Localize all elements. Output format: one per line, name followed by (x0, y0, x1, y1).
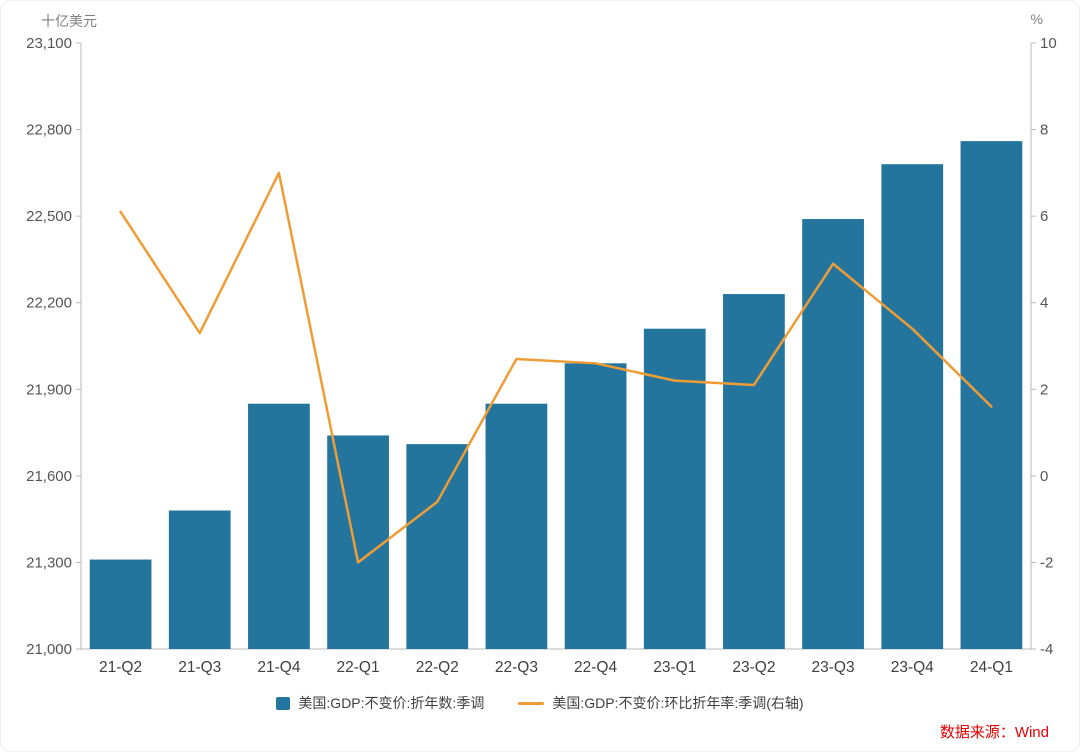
bar-22-Q4 (564, 363, 627, 649)
left-axis-tick-label: 21,300 (26, 554, 72, 571)
left-axis-tick-label: 21,000 (26, 641, 72, 658)
x-axis-label-22-Q2: 22-Q2 (416, 659, 459, 676)
bar-23-Q2 (723, 294, 785, 649)
right-axis-tick-label: 2 (1040, 381, 1048, 398)
bar-21-Q2 (89, 559, 152, 649)
chart-legend: 美国:GDP:不变价:折年数:季调 美国:GDP:不变价:环比折年率:季调(右轴… (1, 693, 1079, 713)
x-axis-label-23-Q2: 23-Q2 (732, 659, 775, 676)
right-axis-tick-label: 6 (1040, 208, 1048, 225)
left-axis-tick-label: 22,200 (26, 295, 72, 312)
right-axis-tick-label: 8 (1040, 122, 1048, 139)
data-source-label: 数据来源：Wind (939, 724, 1049, 741)
right-axis-tick-label: 0 (1040, 468, 1048, 485)
right-axis-tick-label: 10 (1040, 35, 1057, 52)
x-axis-label-22-Q3: 22-Q3 (495, 659, 538, 676)
legend-item-gdp-qoq: 美国:GDP:不变价:环比折年率:季调(右轴) (518, 693, 804, 713)
x-axis-label-23-Q4: 23-Q4 (891, 659, 934, 676)
x-axis-label-22-Q4: 22-Q4 (574, 659, 617, 676)
legend-label-gdp-level: 美国:GDP:不变价:折年数:季调 (298, 695, 485, 711)
x-axis-label-24-Q1: 24-Q1 (970, 659, 1013, 676)
bar-22-Q2 (406, 444, 469, 649)
bar-22-Q1 (327, 435, 389, 649)
x-axis-label-22-Q1: 22-Q1 (337, 659, 380, 676)
right-axis-tick-label: -4 (1040, 641, 1053, 658)
left-axis-tick-label: 21,900 (26, 381, 72, 398)
x-axis-label-23-Q3: 23-Q3 (812, 659, 855, 676)
legend-label-gdp-qoq: 美国:GDP:不变价:环比折年率:季调(右轴) (552, 695, 804, 711)
bar-23-Q4 (881, 164, 944, 649)
left-axis-tick-label: 23,100 (26, 35, 72, 52)
bar-21-Q4 (248, 403, 310, 649)
right-axis-title: % (1030, 11, 1043, 27)
left-axis-tick-label: 22,800 (26, 122, 72, 139)
left-axis-title: 十亿美元 (41, 13, 97, 29)
right-axis-tick-label: 4 (1040, 295, 1048, 312)
x-axis-label-23-Q1: 23-Q1 (653, 659, 696, 676)
legend-item-gdp-level: 美国:GDP:不变价:折年数:季调 (276, 693, 484, 713)
bar-24-Q1 (960, 141, 1023, 649)
left-axis-tick-label: 22,500 (26, 208, 72, 225)
gdp-qoq-line (119, 171, 993, 564)
left-axis-tick-label: 21,600 (26, 468, 72, 485)
line-series-swatch-icon (518, 701, 545, 705)
bar-series-swatch-icon (276, 696, 291, 710)
bar-23-Q3 (802, 219, 864, 649)
right-axis-tick-label: -2 (1040, 554, 1053, 571)
bar-21-Q3 (168, 510, 231, 649)
x-axis-label-21-Q3: 21-Q3 (178, 659, 221, 676)
bar-22-Q3 (485, 403, 548, 649)
x-axis-label-21-Q4: 21-Q4 (257, 659, 300, 676)
x-axis-label-21-Q2: 21-Q2 (99, 659, 142, 676)
